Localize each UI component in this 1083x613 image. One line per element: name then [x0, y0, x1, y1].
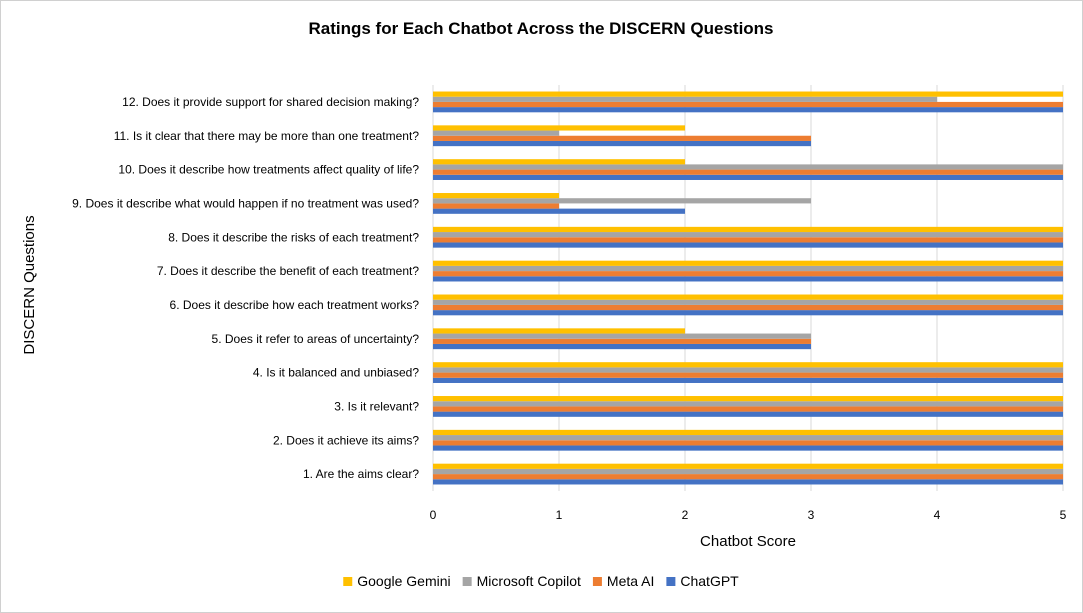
- x-tick-label-5: 5: [1060, 508, 1067, 522]
- bar-chatgpt-q10: [433, 174, 1063, 180]
- bars: [433, 91, 1063, 485]
- bar-google-gemini-q8: [433, 226, 1063, 233]
- legend-swatch-meta-ai: [592, 577, 602, 586]
- y-tick-label-q1: 1. Are the aims clear?: [303, 467, 419, 481]
- bar-microsoft-copilot-q6: [433, 299, 1063, 305]
- bar-meta-ai-q7: [433, 271, 1063, 277]
- bar-microsoft-copilot-q9: [433, 198, 811, 204]
- x-tick-label-2: 2: [682, 508, 689, 522]
- bar-meta-ai-q4: [433, 372, 1063, 378]
- bar-meta-ai-q6: [433, 304, 1063, 311]
- bar-chatgpt-q3: [433, 411, 1063, 417]
- legend-swatch-chatgpt: [666, 577, 676, 586]
- bar-google-gemini-q3: [433, 396, 1063, 402]
- bar-google-gemini-q1: [433, 463, 1063, 469]
- y-axis-title: DISCERN Questions: [21, 215, 38, 354]
- bar-chatgpt-q9: [433, 208, 685, 214]
- bar-microsoft-copilot-q7: [433, 265, 1063, 272]
- bar-meta-ai-q1: [433, 474, 1063, 480]
- y-tick-label-q2: 2. Does it achieve its aims?: [273, 433, 419, 447]
- y-tick-label-q8: 8. Does it describe the risks of each tr…: [168, 230, 419, 244]
- bar-google-gemini-q4: [433, 362, 1063, 368]
- y-tick-label-q7: 7. Does it describe the benefit of each …: [157, 264, 419, 278]
- bar-google-gemini-q9: [433, 193, 559, 199]
- y-tick-label-q12: 12. Does it provide support for shared d…: [122, 95, 419, 109]
- bar-meta-ai-q8: [433, 237, 1063, 243]
- gridlines: [432, 85, 1064, 491]
- legend-label-microsoft-copilot: Microsoft Copilot: [477, 573, 581, 589]
- bar-google-gemini-q10: [433, 159, 685, 165]
- bar-meta-ai-q3: [433, 406, 1063, 412]
- bar-microsoft-copilot-q10: [433, 164, 1063, 170]
- bar-meta-ai-q11: [433, 135, 811, 141]
- bar-meta-ai-q5: [433, 338, 811, 344]
- bar-meta-ai-q10: [433, 169, 1063, 175]
- bar-chatgpt-q6: [433, 310, 1063, 316]
- bar-meta-ai-q2: [433, 440, 1063, 446]
- y-tick-label-q4: 4. Is it balanced and unbiased?: [253, 366, 419, 380]
- y-tick-label-q9: 9. Does it describe what would happen if…: [72, 196, 419, 210]
- bar-google-gemini-q2: [433, 429, 1063, 436]
- bar-chatgpt-q12: [433, 107, 1063, 113]
- x-tick-labels: 0 1 2 3 4 5: [430, 508, 1067, 522]
- bar-microsoft-copilot-q5: [433, 333, 811, 339]
- bar-microsoft-copilot-q11: [433, 130, 559, 136]
- legend: Google Gemini Microsoft Copilot Meta AI Cha…: [343, 573, 739, 589]
- bar-chatgpt-q5: [433, 343, 811, 350]
- legend-label-google-gemini: Google Gemini: [357, 573, 450, 589]
- bar-google-gemini-q5: [433, 328, 685, 334]
- bar-chatgpt-q2: [433, 445, 1063, 451]
- bar-google-gemini-q6: [433, 294, 1063, 300]
- legend-swatch-google-gemini: [343, 577, 353, 586]
- bar-meta-ai-q12: [433, 101, 1063, 108]
- x-tick-label-3: 3: [808, 508, 815, 522]
- chart-title: Ratings for Each Chatbot Across the DISC…: [308, 19, 773, 38]
- bar-google-gemini-q7: [433, 260, 1063, 266]
- y-tick-labels: 1. Are the aims clear? 2. Does it achieve…: [72, 95, 419, 481]
- bar-chatgpt-q8: [433, 242, 1063, 248]
- bar-chatgpt-q4: [433, 377, 1063, 383]
- bar-microsoft-copilot-q4: [433, 367, 1063, 373]
- bar-meta-ai-q9: [433, 203, 559, 209]
- bar-chatgpt-q1: [433, 479, 1063, 485]
- y-tick-label-q10: 10. Does it describe how treatments affe…: [118, 163, 419, 177]
- bar-microsoft-copilot-q8: [433, 232, 1063, 238]
- x-tick-label-4: 4: [934, 508, 941, 522]
- y-tick-label-q5: 5. Does it refer to areas of uncertainty…: [212, 332, 420, 346]
- bar-microsoft-copilot-q2: [433, 435, 1063, 441]
- bar-chatgpt-q11: [433, 140, 811, 147]
- bar-google-gemini-q12: [433, 91, 1063, 97]
- x-tick-label-1: 1: [556, 508, 563, 522]
- y-tick-label-q6: 6. Does it describe how each treatment w…: [170, 298, 420, 312]
- x-axis-title: Chatbot Score: [700, 533, 796, 550]
- bar-microsoft-copilot-q3: [433, 401, 1063, 407]
- legend-label-chatgpt: ChatGPT: [680, 573, 739, 589]
- bar-microsoft-copilot-q1: [433, 468, 1063, 475]
- bar-chatgpt-q7: [433, 276, 1063, 282]
- y-tick-label-q11: 11. Is it clear that there may be more t…: [114, 129, 420, 143]
- bar-google-gemini-q11: [433, 125, 685, 131]
- x-tick-label-0: 0: [430, 508, 437, 522]
- bar-microsoft-copilot-q12: [433, 96, 937, 102]
- legend-swatch-microsoft-copilot: [462, 577, 472, 586]
- y-tick-label-q3: 3. Is it relevant?: [334, 399, 419, 413]
- legend-label-meta-ai: Meta AI: [607, 573, 654, 589]
